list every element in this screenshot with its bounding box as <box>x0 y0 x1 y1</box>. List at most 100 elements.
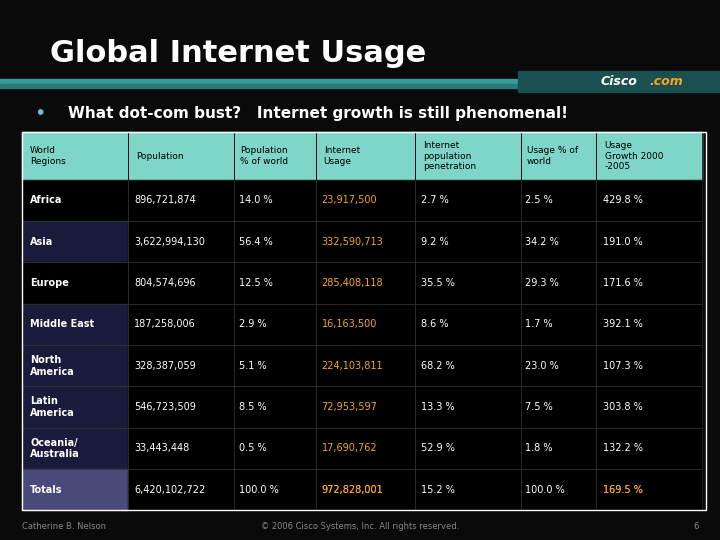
Bar <box>316 132 415 180</box>
Text: 35.5 %: 35.5 % <box>421 278 455 288</box>
Bar <box>415 345 521 387</box>
Text: 14.0 %: 14.0 % <box>238 195 272 206</box>
Bar <box>127 132 233 180</box>
Bar <box>233 428 316 469</box>
Bar <box>233 262 316 303</box>
Text: 100.0 %: 100.0 % <box>238 484 279 495</box>
Text: 1.8 %: 1.8 % <box>526 443 553 454</box>
Bar <box>415 262 521 303</box>
Bar <box>316 469 415 510</box>
Text: 332,590,713: 332,590,713 <box>322 237 384 247</box>
Text: 187,258,006: 187,258,006 <box>134 319 196 329</box>
Bar <box>316 387 415 428</box>
Bar <box>233 345 316 387</box>
Text: Cisco: Cisco <box>600 75 638 88</box>
Text: 896,721,874: 896,721,874 <box>134 195 196 206</box>
Text: 0.5 %: 0.5 % <box>238 443 266 454</box>
Text: Internet
population
penetration: Internet population penetration <box>423 141 477 171</box>
Bar <box>22 221 127 262</box>
Text: 15.2 %: 15.2 % <box>421 484 455 495</box>
Bar <box>415 221 521 262</box>
Bar <box>127 132 233 180</box>
Text: 23,917,500: 23,917,500 <box>322 195 377 206</box>
Text: 34.2 %: 34.2 % <box>526 237 559 247</box>
Text: World
Regions: World Regions <box>30 146 66 166</box>
Bar <box>233 387 316 428</box>
Text: 52.9 %: 52.9 % <box>421 443 455 454</box>
Bar <box>233 180 316 221</box>
Bar <box>22 132 127 180</box>
Bar <box>596 262 702 303</box>
Bar <box>596 303 702 345</box>
Text: 2.7 %: 2.7 % <box>421 195 449 206</box>
Bar <box>233 428 316 469</box>
Bar <box>127 221 233 262</box>
Text: 17,690,762: 17,690,762 <box>322 443 377 454</box>
Bar <box>127 387 233 428</box>
Bar <box>316 132 415 180</box>
Bar <box>316 428 415 469</box>
Bar <box>521 387 596 428</box>
Bar <box>233 303 316 345</box>
Bar <box>596 262 702 303</box>
Text: 191.0 %: 191.0 % <box>603 237 642 247</box>
Bar <box>0 84 518 88</box>
Text: 2.5 %: 2.5 % <box>526 195 553 206</box>
Bar <box>233 221 316 262</box>
Text: .com: .com <box>649 75 683 88</box>
Text: •: • <box>34 104 45 123</box>
Text: © 2006 Cisco Systems, Inc. All rights reserved.: © 2006 Cisco Systems, Inc. All rights re… <box>261 522 459 531</box>
Bar <box>521 469 596 510</box>
Bar <box>415 469 521 510</box>
Bar <box>596 221 702 262</box>
Bar <box>22 303 127 345</box>
Bar <box>233 469 316 510</box>
Text: 804,574,696: 804,574,696 <box>134 278 196 288</box>
Text: 328,387,059: 328,387,059 <box>134 361 196 371</box>
Bar <box>521 132 596 180</box>
Bar <box>0 79 518 84</box>
Bar <box>415 303 521 345</box>
Text: Middle East: Middle East <box>30 319 94 329</box>
Bar <box>415 387 521 428</box>
Bar <box>316 303 415 345</box>
Text: 5.1 %: 5.1 % <box>238 361 266 371</box>
Bar <box>521 221 596 262</box>
Text: 33,443,448: 33,443,448 <box>134 443 189 454</box>
Bar <box>22 469 127 510</box>
Text: Africa: Africa <box>30 195 63 206</box>
Bar <box>521 262 596 303</box>
Bar <box>596 387 702 428</box>
Text: Population: Population <box>136 152 184 160</box>
Bar <box>415 345 521 387</box>
Bar <box>233 345 316 387</box>
Bar <box>316 345 415 387</box>
Bar <box>596 221 702 262</box>
Text: 100.0 %: 100.0 % <box>526 484 565 495</box>
Text: 171.6 %: 171.6 % <box>603 278 642 288</box>
Bar <box>316 221 415 262</box>
Text: 7.5 %: 7.5 % <box>526 402 553 412</box>
Text: Totals: Totals <box>30 484 63 495</box>
Bar <box>127 221 233 262</box>
Text: 972,828,001: 972,828,001 <box>322 484 384 495</box>
Bar <box>521 221 596 262</box>
Bar <box>127 180 233 221</box>
Text: Population
% of world: Population % of world <box>240 146 288 166</box>
Text: 169.5 %: 169.5 % <box>603 484 642 495</box>
Text: 8.6 %: 8.6 % <box>421 319 449 329</box>
Text: 8.5 %: 8.5 % <box>238 402 266 412</box>
Bar <box>415 221 521 262</box>
Bar <box>233 221 316 262</box>
Text: 2.9 %: 2.9 % <box>238 319 266 329</box>
Text: 68.2 %: 68.2 % <box>421 361 455 371</box>
Bar <box>415 428 521 469</box>
Text: 303.8 %: 303.8 % <box>603 402 642 412</box>
Text: 972,828,001: 972,828,001 <box>322 484 384 495</box>
Text: 3,622,994,130: 3,622,994,130 <box>134 237 205 247</box>
Bar <box>127 303 233 345</box>
Bar <box>127 180 233 221</box>
Bar <box>22 428 127 469</box>
Bar <box>22 469 127 510</box>
Text: 285,408,118: 285,408,118 <box>322 278 383 288</box>
